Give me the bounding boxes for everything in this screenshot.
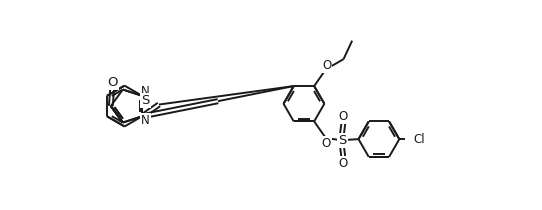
Text: O: O xyxy=(322,59,331,72)
Text: S: S xyxy=(141,94,150,107)
Text: S: S xyxy=(339,134,347,147)
Text: O: O xyxy=(339,110,348,123)
Text: Cl: Cl xyxy=(413,133,425,146)
Text: N: N xyxy=(141,114,150,127)
Text: N: N xyxy=(141,85,150,98)
Text: O: O xyxy=(321,137,331,150)
Text: O: O xyxy=(107,76,118,89)
Text: O: O xyxy=(339,157,348,170)
